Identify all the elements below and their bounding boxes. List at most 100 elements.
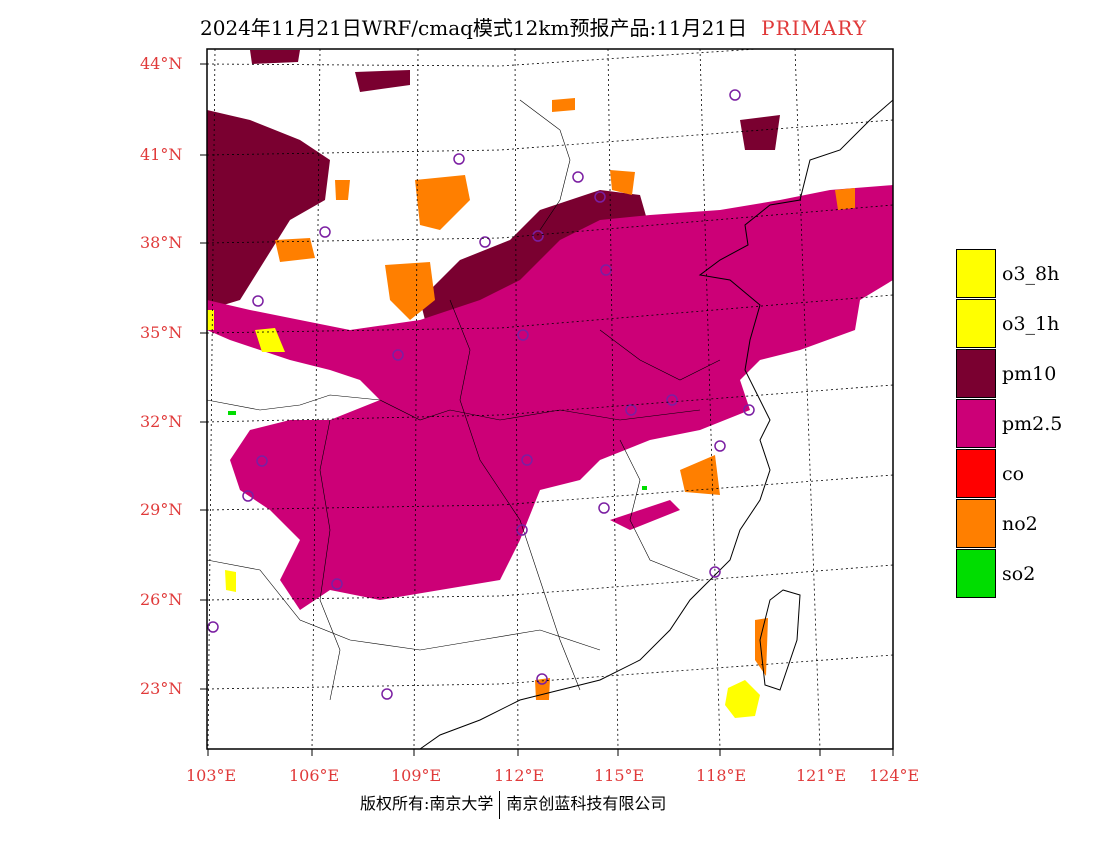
lat-label: 41°N [140, 145, 183, 164]
no2-patch-2 [385, 262, 435, 320]
lat-line [207, 204, 893, 244]
lat-label: 44°N [140, 54, 183, 73]
lon-label: 103°E [186, 766, 237, 785]
station-marker [743, 404, 755, 416]
lat-label: 38°N [140, 233, 183, 252]
lat-line [207, 119, 893, 156]
pm10-region-northwest [207, 110, 330, 310]
legend-swatch [956, 249, 996, 298]
province-border-2 [319, 419, 341, 701]
station-marker [598, 502, 610, 514]
station-marker [242, 490, 254, 502]
lon-label: 124°E [869, 766, 920, 785]
legend-label: pm2.5 [1002, 413, 1063, 435]
lat-line [207, 49, 764, 67]
graticule [207, 49, 893, 749]
lat-line [207, 654, 893, 690]
legend-swatch [956, 499, 996, 548]
province-border-7 [619, 439, 701, 581]
lat-label: 32°N [140, 412, 183, 431]
lat-label: 29°N [140, 500, 183, 519]
o3-patch-west [255, 328, 285, 352]
province-border-3 [449, 299, 581, 691]
legend-item-co: co [956, 449, 1086, 499]
station-marker [714, 440, 726, 452]
legend-label: o3_8h [1002, 263, 1060, 285]
station-marker [536, 673, 548, 685]
pm10-region-northeast [740, 115, 780, 150]
pm25-region-main [207, 185, 893, 610]
legend-swatch [956, 349, 996, 398]
station-marker [709, 566, 721, 578]
copyright-left: 版权所有:南京大学 [360, 794, 494, 813]
so2-patch [228, 411, 236, 415]
o3-patch-west2 [225, 570, 236, 592]
lon-line [794, 49, 821, 749]
no2-patch-4 [610, 170, 635, 195]
legend-item-o3-8h: o3_8h [956, 249, 1086, 299]
province-border-4 [207, 559, 601, 651]
lat-line [207, 474, 893, 511]
lat-label: 35°N [140, 323, 183, 342]
station-marker [517, 329, 529, 341]
legend-swatch [956, 299, 996, 348]
pm10-region-top [250, 50, 300, 64]
legend-item-pm25: pm2.5 [956, 399, 1086, 449]
station-marker [252, 295, 264, 307]
legend-swatch [956, 449, 996, 498]
legend-label: co [1002, 463, 1025, 485]
lon-label: 112°E [494, 766, 545, 785]
legend-item-no2: no2 [956, 499, 1086, 549]
station-marker [207, 621, 219, 633]
lat-label: 23°N [140, 679, 183, 698]
lon-label: 109°E [391, 766, 442, 785]
legend-label: so2 [1002, 563, 1036, 585]
no2-patch-8 [755, 618, 768, 676]
station-marker [572, 171, 584, 183]
copyright-footer: 版权所有:南京大学 南京创蓝科技有限公司 [360, 790, 666, 819]
province-border-5 [519, 99, 571, 231]
lon-label: 121°E [796, 766, 847, 785]
legend-item-pm10: pm10 [956, 349, 1086, 399]
title-tag: PRIMARY [761, 16, 868, 40]
o3-patch-taiwan-south [725, 680, 760, 718]
station-marker [729, 89, 741, 101]
legend: o3_8h o3_1h pm10 pm2.5 co no2 so2 [956, 249, 1086, 599]
station-marker [479, 236, 491, 248]
lon-line [514, 49, 519, 749]
title-main: 2024年11月21日WRF/cmaq模式12km预报产品:11月21日 [200, 16, 748, 40]
station-marker [256, 455, 268, 467]
station-marker [381, 688, 393, 700]
legend-item-so2: so2 [956, 549, 1086, 599]
lat-line [207, 384, 893, 423]
lon-line [607, 49, 619, 749]
lon-label: 115°E [594, 766, 645, 785]
lat-line [207, 294, 893, 334]
no2-patch-3 [275, 238, 315, 262]
station-marker [666, 394, 678, 406]
no2-patch-1 [415, 175, 470, 230]
no2-patch-7 [835, 188, 855, 210]
legend-label: o3_1h [1002, 313, 1060, 335]
lon-line [699, 49, 721, 749]
map-frame [206, 48, 894, 750]
station-marker [521, 454, 533, 466]
coastline [419, 99, 893, 749]
legend-label: no2 [1002, 513, 1038, 535]
legend-label: pm10 [1002, 363, 1057, 385]
lon-label: 118°E [696, 766, 747, 785]
province-border-1 [207, 394, 701, 421]
no2-patch-10 [552, 98, 575, 112]
legend-item-o3-1h: o3_1h [956, 299, 1086, 349]
legend-swatch [956, 399, 996, 448]
o3-patch-west3 [207, 310, 214, 330]
pm25-region-south-strip [610, 500, 680, 530]
province-border-6 [599, 329, 721, 381]
legend-swatch [956, 549, 996, 598]
station-marker [453, 153, 465, 165]
copyright-right: 南京创蓝科技有限公司 [506, 794, 667, 813]
station-marker [319, 226, 331, 238]
station-marker [532, 230, 544, 242]
station-markers [207, 89, 755, 700]
